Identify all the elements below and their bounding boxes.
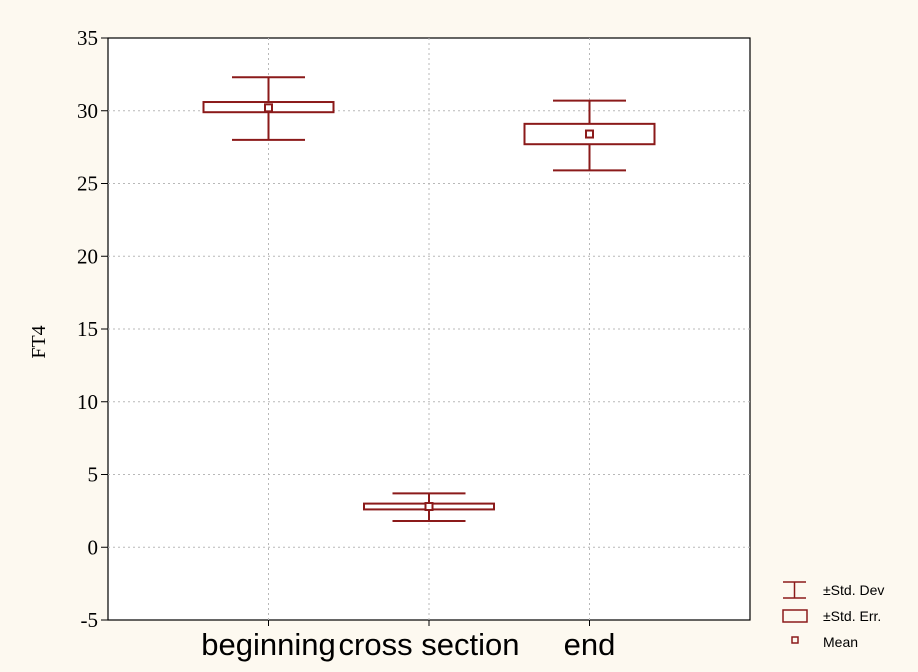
std-dev-whisker-icon	[783, 582, 806, 598]
legend-label-mean: Mean	[823, 634, 858, 650]
y-axis-title: FT4	[28, 325, 50, 358]
std-err-box-icon	[783, 610, 807, 622]
legend-item-std-err: ±Std. Err.	[783, 608, 881, 624]
y-tick-label: 0	[88, 535, 99, 559]
y-tick-label: 25	[77, 172, 98, 196]
legend-item-std-dev: ±Std. Dev	[783, 582, 884, 598]
y-tick-label: 30	[77, 99, 98, 123]
y-tick-label: 15	[77, 317, 98, 341]
mean-marker	[586, 131, 593, 138]
mean-marker	[426, 503, 433, 510]
x-category-label: end	[564, 627, 616, 662]
legend-label-std-dev: ±Std. Dev	[823, 582, 884, 598]
y-tick-label: 35	[77, 26, 98, 50]
x-category-label: cross section	[339, 627, 520, 662]
legend: ±Std. Dev ±Std. Err. Mean	[783, 582, 884, 650]
y-tick-label: 10	[77, 390, 98, 414]
y-tick-label: 20	[77, 244, 98, 268]
y-tick-label: -5	[81, 608, 99, 632]
y-tick-label: 5	[88, 463, 99, 487]
x-axis-labels: beginning cross section end	[201, 627, 615, 662]
legend-item-mean: Mean	[792, 634, 858, 650]
legend-label-std-err: ±Std. Err.	[823, 608, 881, 624]
x-category-label: beginning	[201, 627, 335, 662]
mean-marker-icon	[792, 637, 798, 643]
mean-marker	[265, 104, 272, 111]
